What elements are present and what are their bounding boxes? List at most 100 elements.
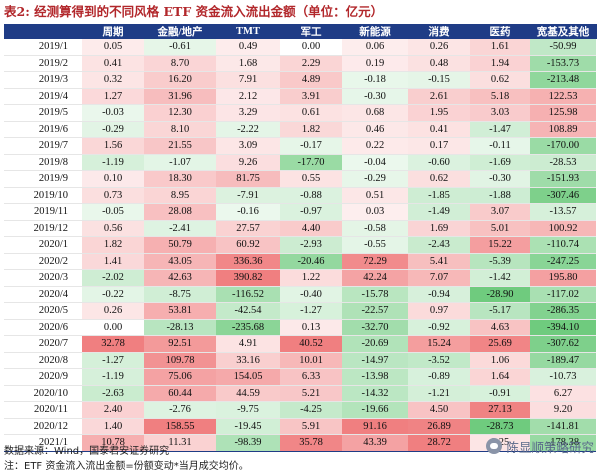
table-title: 表2: 经测算得到的不同风格 ETF 资金流入流出金额（单位：亿元） — [4, 4, 384, 19]
cell-financial-realestate: 31.96 — [144, 88, 216, 105]
cell-date: 2019/5 — [4, 104, 82, 122]
cell-consumer: -1.85 — [408, 187, 470, 204]
cell-date: 2019/8 — [4, 154, 82, 171]
table-row: 2019/3 0.32 16.20 7.91 4.89 -0.18 -0.15 0.62 -21… — [4, 71, 596, 89]
cell-new-energy: -20.69 — [342, 335, 408, 353]
cell-defense: 4.40 — [280, 220, 342, 237]
cell-consumer: 0.41 — [408, 121, 470, 138]
cell-healthcare: 5.01 — [470, 220, 530, 237]
cell-defense: 1.22 — [280, 269, 342, 287]
cell-broad-other: -189.47 — [530, 352, 596, 369]
cell-financial-realestate: 109.78 — [144, 352, 216, 369]
cell-healthcare: -0.91 — [470, 385, 530, 402]
table-row: 2019/1 0.05 -0.61 0.49 0.00 0.06 0.26 1.61 -50.9… — [4, 39, 596, 56]
cell-defense: 4.89 — [280, 71, 342, 89]
cell-financial-realestate: 16.20 — [144, 71, 216, 89]
cell-date: 2020/7 — [4, 335, 82, 353]
cell-date: 2020/4 — [4, 286, 82, 303]
cell-consumer: -0.15 — [408, 71, 470, 89]
cell-broad-other: -170.00 — [530, 137, 596, 155]
cell-date: 2020/2 — [4, 253, 82, 270]
cell-consumer: -0.94 — [408, 286, 470, 303]
cell-defense: -0.97 — [280, 203, 342, 221]
cell-tmt: 7.91 — [216, 71, 280, 89]
cell-consumer: 0.26 — [408, 39, 470, 56]
cell-new-energy: 0.22 — [342, 137, 408, 155]
cell-financial-realestate: -28.13 — [144, 319, 216, 336]
cell-tmt: 4.91 — [216, 335, 280, 353]
table-row: 2019/12 0.56 -2.41 27.57 4.40 -0.58 1.69 5.01 10… — [4, 220, 596, 237]
cell-consumer: 1.95 — [408, 104, 470, 122]
cell-tmt: 33.16 — [216, 352, 280, 369]
etf-flow-table: 周期 金融/地产 TMT 军工 新能源 消费 医药 宽基及其他 2019/1 0.… — [4, 24, 597, 452]
cell-new-energy: -19.66 — [342, 401, 408, 419]
table-row: 2020/11 2.40 -2.76 -9.75 -4.25 -19.66 4.50 27.1… — [4, 401, 596, 419]
cell-defense: 35.78 — [280, 434, 342, 452]
cell-new-energy: -0.30 — [342, 88, 408, 105]
cell-defense: 0.61 — [280, 104, 342, 122]
cell-new-energy: 0.19 — [342, 55, 408, 72]
cell-consumer: 0.62 — [408, 170, 470, 188]
cell-date: 2019/10 — [4, 187, 82, 204]
cell-new-energy: -0.55 — [342, 236, 408, 254]
cell-defense: -20.46 — [280, 253, 342, 270]
cell-consumer: 5.41 — [408, 253, 470, 270]
cell-cyclical: 1.41 — [82, 253, 144, 270]
cell-consumer: 4.50 — [408, 401, 470, 419]
cell-defense: -4.25 — [280, 401, 342, 419]
cell-consumer: -1.21 — [408, 385, 470, 402]
cell-cyclical: 32.78 — [82, 335, 144, 353]
cell-financial-realestate: -2.76 — [144, 401, 216, 419]
header-cell-new-energy: 新能源 — [342, 24, 409, 39]
cell-healthcare: 1.06 — [470, 352, 530, 369]
table-row: 2020/4 -0.22 -8.75 -116.52 -0.40 -15.78 -0.94-… — [4, 286, 596, 303]
cell-new-energy: -13.98 — [342, 368, 408, 386]
cell-defense: -2.93 — [280, 236, 342, 254]
cell-new-energy: -22.57 — [342, 302, 408, 320]
watermark: 陈显顺策略研究 — [486, 436, 594, 456]
cell-date: 2019/6 — [4, 121, 82, 138]
cell-healthcare: -1.88 — [470, 187, 530, 204]
cell-consumer: 26.89 — [408, 418, 470, 435]
cell-new-energy: -0.04 — [342, 154, 408, 171]
table-row: 2020/9 -1.19 75.06 154.05 6.33 -13.98 -0.89 1.6… — [4, 368, 596, 386]
cell-consumer: 0.48 — [408, 55, 470, 72]
cell-date: 2020/11 — [4, 401, 82, 419]
cell-tmt: 0.49 — [216, 39, 280, 56]
cell-defense: 0.13 — [280, 319, 342, 336]
cell-tmt: -42.54 — [216, 302, 280, 320]
cell-cyclical: 1.82 — [82, 236, 144, 254]
cell-broad-other: -307.46 — [530, 187, 596, 204]
cell-cyclical: -1.19 — [82, 368, 144, 386]
cell-broad-other: -50.99 — [530, 39, 596, 56]
cell-date: 2020/3 — [4, 269, 82, 287]
cell-financial-realestate: 158.55 — [144, 418, 216, 435]
cell-cyclical: 0.05 — [82, 39, 144, 56]
table-row: 2019/11 -0.05 28.08 -0.16 -0.97 0.03 -1.49 3.07… — [4, 203, 596, 221]
table-row: 2019/6 -0.29 8.10 -2.22 1.82 0.46 0.41 -1.47 108… — [4, 121, 596, 138]
cell-cyclical: 0.41 — [82, 55, 144, 72]
cell-broad-other: -394.10 — [530, 319, 596, 336]
flow-table-container: 周期 金融/地产 TMT 军工 新能源 消费 医药 宽基及其他 2019/1 0.… — [4, 24, 597, 452]
cell-defense: 10.01 — [280, 352, 342, 369]
cell-defense: 3.91 — [280, 88, 342, 105]
cell-healthcare: -28.73 — [470, 418, 530, 435]
table-row: 2021/110.7811.31-98.3935.7843.3928.720.2… — [4, 434, 596, 452]
cell-new-energy: -0.58 — [342, 220, 408, 237]
cell-healthcare: 27.13 — [470, 401, 530, 419]
cell-defense: 6.33 — [280, 368, 342, 386]
cell-defense: 0.00 — [280, 39, 342, 56]
cell-cyclical: 1.27 — [82, 88, 144, 105]
cell-date: 2019/1 — [4, 39, 82, 56]
cell-new-energy: -15.78 — [342, 286, 408, 303]
cell-new-energy: -14.32 — [342, 385, 408, 402]
header-cell-financial-realestate: 金融/地产 — [144, 24, 217, 39]
table-row: 2019/2 0.41 8.70 1.68 2.29 0.19 0.48 1.94 -153.7… — [4, 55, 596, 72]
header-cell-healthcare: 医药 — [470, 24, 531, 39]
cell-broad-other: 195.80 — [530, 269, 596, 287]
cell-broad-other: -141.81 — [530, 418, 596, 435]
cell-financial-realestate: 21.55 — [144, 137, 216, 155]
cell-healthcare: -5.17 — [470, 302, 530, 320]
header-cell-broad-other: 宽基及其他 — [530, 24, 597, 39]
cell-date: 2019/9 — [4, 170, 82, 188]
